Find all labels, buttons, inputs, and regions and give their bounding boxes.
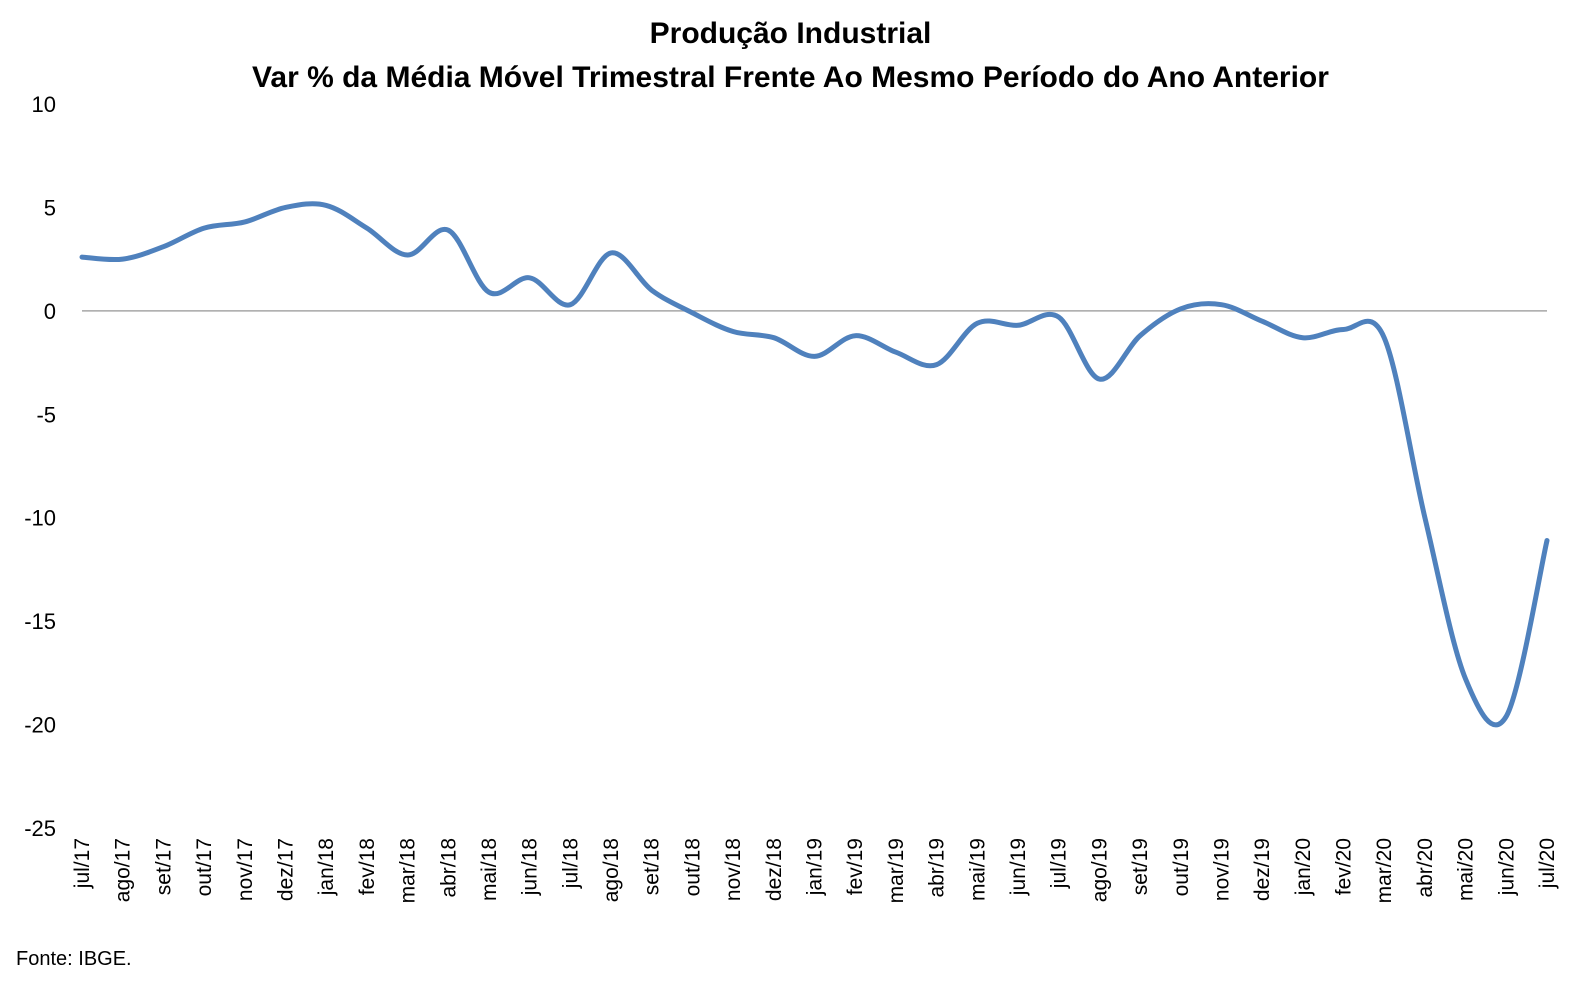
x-tick-label: jul/17 [71,838,94,889]
plot-area [79,201,1550,728]
x-tick-label: dez/19 [1251,838,1274,901]
y-tick-label: -5 [36,402,56,427]
data-point-set-17 [160,244,166,250]
x-tick-label: jun/19 [1007,838,1030,896]
data-point-mar-19 [893,349,899,355]
x-tick-label: fev/18 [356,838,379,895]
x-tick-label: fev/19 [844,838,867,895]
data-point-jun-19 [1015,322,1021,328]
source-note: Fonte: IBGE. [16,948,132,970]
y-axis-ticks: 10 5 0 -5 -10 -15 -20 -25 [24,92,56,841]
x-tick-label: set/19 [1129,838,1152,895]
data-point-nov-18 [730,329,736,335]
x-tick-label: mai/20 [1455,838,1478,901]
data-point-mai-18 [486,289,492,295]
data-point-ago-19 [1096,376,1102,382]
x-tick-label: out/17 [193,838,216,896]
x-tick-label: mar/19 [885,838,908,903]
data-point-abr-18 [445,227,451,233]
x-tick-label: ago/18 [600,838,623,902]
x-tick-label: jul/20 [1536,838,1559,889]
x-tick-label: mai/18 [478,838,501,901]
x-tick-label: mar/20 [1373,838,1396,903]
x-tick-label: jun/18 [519,838,542,896]
data-point-ago-17 [120,256,126,262]
data-point-out-18 [689,310,695,316]
data-point-jan-18 [323,202,329,208]
chart-title: Produção Industrial Var % da Média Móvel… [0,12,1581,100]
data-point-mar-18 [405,252,411,258]
x-tick-label: fev/20 [1333,838,1356,895]
data-point-out-17 [201,225,207,231]
y-tick-label: 0 [44,299,56,324]
x-tick-label: jul/19 [1048,838,1071,889]
data-point-jul-20 [1544,538,1550,544]
data-point-jan-20 [1300,335,1306,341]
y-tick-label: -20 [24,713,56,738]
y-tick-label: -15 [24,609,56,634]
data-point-dez-18 [771,335,777,341]
data-point-set-18 [649,287,655,293]
data-point-jun-18 [527,275,533,281]
data-point-ago-18 [608,250,614,256]
data-point-set-19 [1137,333,1143,339]
data-point-fev-20 [1341,327,1347,333]
x-tick-label: set/17 [152,838,175,895]
x-tick-label: abr/20 [1414,838,1437,898]
y-tick-label: -25 [24,816,56,841]
data-point-dez-17 [283,204,289,210]
y-tick-label: -10 [24,506,56,531]
x-tick-label: out/18 [681,838,704,896]
data-point-jul-19 [1056,314,1062,320]
chart-title-line1: Produção Industrial [649,17,932,50]
x-tick-label: set/18 [641,838,664,895]
x-tick-label: jan/19 [804,838,827,896]
x-tick-label: jan/20 [1292,838,1315,896]
x-tick-label: abr/19 [926,838,949,898]
chart-subtitle: Var % da Média Móvel Trimestral Frente A… [252,61,1329,94]
x-axis-ticks: jul/17 ago/17 set/17 out/17 nov/17 dez/17 jan/… [71,838,1559,903]
data-point-nov-19 [1218,302,1224,308]
x-tick-label: jul/18 [559,838,582,889]
data-point-jun-20 [1503,713,1509,719]
data-point-jul-17 [79,254,85,260]
x-tick-label: nov/17 [234,838,257,901]
data-point-mai-20 [1463,676,1469,682]
x-tick-label: out/19 [1170,838,1193,896]
y-tick-label: 10 [32,92,56,117]
x-tick-label: mar/18 [397,838,420,903]
data-point-mar-20 [1381,335,1387,341]
x-tick-label: abr/18 [437,838,460,898]
x-tick-label: mai/19 [966,838,989,901]
x-tick-label: dez/18 [763,838,786,901]
data-point-fev-19 [852,333,858,339]
x-tick-label: ago/17 [112,838,135,902]
data-point-abr-20 [1422,515,1428,521]
data-point-jul-18 [567,302,573,308]
x-tick-label: jan/18 [315,838,338,896]
x-tick-label: nov/18 [722,838,745,901]
data-point-nov-17 [242,219,248,225]
x-tick-label: ago/19 [1088,838,1111,902]
x-tick-label: jun/20 [1495,838,1518,896]
data-point-jan-19 [812,353,818,359]
series-line [79,201,1550,728]
x-tick-label: dez/17 [274,838,297,901]
data-point-out-19 [1178,306,1184,312]
data-point-dez-19 [1259,318,1265,324]
data-point-fev-18 [364,225,370,231]
x-tick-label: nov/19 [1210,838,1233,901]
y-tick-label: 5 [44,195,56,220]
data-point-abr-19 [934,362,940,368]
data-point-mai-19 [974,320,980,326]
